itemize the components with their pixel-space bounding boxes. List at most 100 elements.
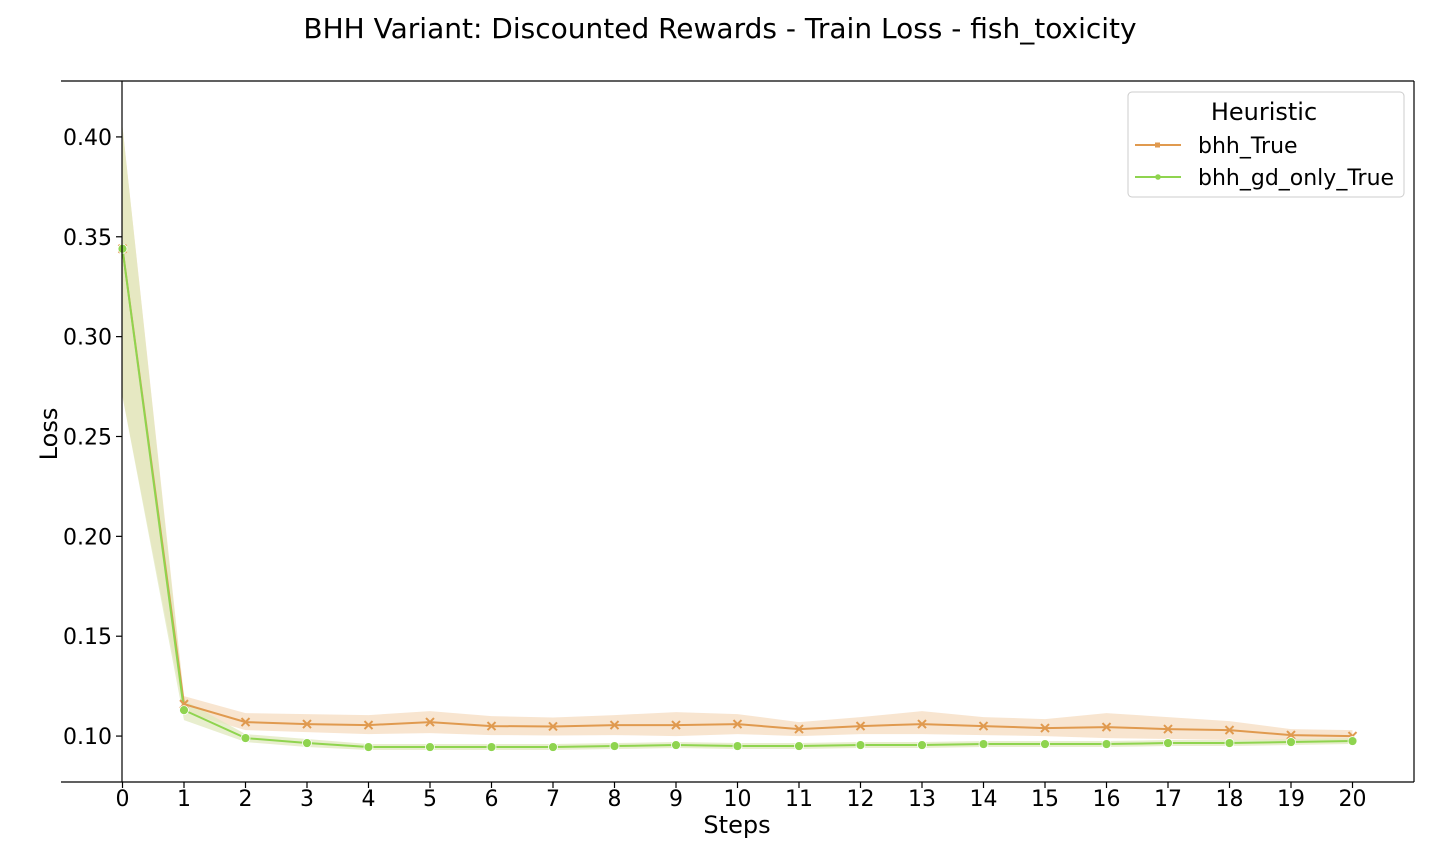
point-bhh-gd-only-true — [1163, 738, 1173, 748]
y-tick-label: 0.10 — [63, 725, 112, 750]
point-stroke — [1224, 725, 1235, 735]
point-bhh-gd-only-true — [1286, 737, 1296, 747]
point-stroke — [363, 720, 374, 730]
point-bhh-true — [978, 721, 989, 731]
x-tick-label: 11 — [785, 787, 813, 812]
point-bhh-gd-only-true — [917, 740, 927, 750]
point-bhh-true — [1101, 722, 1112, 732]
legend: Heuristic bhh_True bhh_gd_only_True — [1127, 91, 1405, 198]
point-stroke — [1286, 730, 1296, 740]
point-stroke — [855, 721, 866, 731]
point-stroke — [609, 720, 620, 730]
band-bhh-true — [122, 126, 1353, 743]
point-bhh-true — [425, 717, 435, 727]
point-bhh-true — [609, 720, 620, 730]
legend-label-bhh-gd-only-true: bhh_gd_only_True — [1198, 166, 1394, 191]
point-bhh-gd-only-true — [609, 741, 620, 751]
point-bhh-true — [794, 724, 804, 734]
point-stroke — [240, 717, 251, 727]
x-tick-label: 20 — [1339, 787, 1367, 812]
x-tick-label: 15 — [1031, 787, 1059, 812]
point-bhh-gd-only-true — [1101, 739, 1112, 749]
legend-items: bhh_True bhh_gd_only_True — [1135, 134, 1394, 191]
x-tick-label: 16 — [1093, 787, 1121, 812]
x-tick-label: 13 — [908, 787, 936, 812]
legend-label-bhh-true: bhh_True — [1198, 134, 1298, 159]
point-bhh-gd-only-true — [671, 740, 681, 750]
y-tick-label: 0.40 — [63, 126, 112, 151]
point-stroke — [794, 724, 804, 734]
point-bhh-gd-only-true — [302, 738, 312, 748]
point-bhh-gd-only-true — [1224, 738, 1235, 748]
x-tick-label: 1 — [177, 787, 191, 812]
point-stroke — [671, 720, 681, 730]
point-bhh-true — [671, 720, 681, 730]
point-bhh-gd-only-true — [363, 742, 374, 752]
x-tick-label: 4 — [362, 787, 376, 812]
x-tick-label: 17 — [1154, 787, 1182, 812]
point-stroke — [486, 721, 497, 731]
point-bhh-gd-only-true — [548, 742, 558, 752]
x-tick-label: 0 — [116, 787, 130, 812]
series-lines — [121, 248, 1353, 749]
point-bhh-gd-only-true — [486, 742, 497, 752]
point-bhh-true — [1224, 725, 1235, 735]
x-tick-label: 2 — [239, 787, 253, 812]
x-tick-label: 18 — [1216, 787, 1244, 812]
legend-marker-bhh-true — [1155, 142, 1160, 148]
point-bhh-true — [1286, 730, 1296, 740]
line-bhh-true — [121, 248, 1353, 738]
point-stroke — [548, 721, 558, 732]
point-stroke — [917, 719, 927, 729]
point-bhh-true — [240, 717, 251, 727]
x-tick-label: 12 — [847, 787, 875, 812]
point-bhh-gd-only-true — [1040, 739, 1050, 749]
chart-title: BHH Variant: Discounted Rewards - Train … — [303, 12, 1136, 45]
point-bhh-gd-only-true — [179, 705, 189, 716]
y-tick-label: 0.15 — [63, 625, 112, 650]
point-bhh-gd-only-true — [1347, 736, 1358, 746]
point-bhh-true — [917, 719, 927, 729]
point-stroke — [1101, 722, 1112, 732]
x-ticks: 0 1 2 3 4 5 6 7 8 9 10 11 12 13 14 15 16 17 18 19 20 — [116, 782, 1367, 812]
x-tick-label: 6 — [485, 787, 499, 812]
x-tick-label: 14 — [970, 787, 998, 812]
x-tick-label: 3 — [300, 787, 314, 812]
point-bhh-gd-only-true — [978, 739, 989, 749]
x-tick-label: 5 — [423, 787, 437, 812]
point-stroke — [1040, 723, 1050, 733]
point-stroke — [425, 717, 435, 727]
point-bhh-true — [732, 719, 743, 729]
line-bhh-gd-only-true — [121, 248, 1353, 749]
x-tick-label: 19 — [1277, 787, 1305, 812]
legend-title: Heuristic — [1211, 98, 1317, 126]
x-tick-label: 10 — [724, 787, 752, 812]
y-tick-label: 0.35 — [63, 226, 112, 251]
point-bhh-true — [486, 721, 497, 731]
y-axis-label: Loss — [35, 408, 63, 461]
x-tick-label: 9 — [669, 787, 683, 812]
point-bhh-gd-only-true — [732, 741, 743, 751]
y-ticks: 0.10 0.15 0.20 0.25 0.30 0.35 0.40 — [63, 126, 122, 750]
series-markers — [117, 243, 1358, 752]
point-bhh-true — [302, 719, 312, 729]
legend-marker-bhh-gd-only-true — [1155, 174, 1161, 180]
x-tick-label: 7 — [546, 787, 560, 812]
confidence-bands — [122, 126, 1353, 751]
point-stroke — [1163, 724, 1173, 734]
point-bhh-true — [855, 721, 866, 731]
point-stroke — [302, 719, 312, 729]
point-stroke — [732, 719, 743, 729]
point-bhh-gd-only-true — [425, 742, 435, 752]
point-stroke — [978, 721, 989, 731]
point-bhh-true — [548, 721, 558, 732]
y-tick-label: 0.25 — [63, 425, 112, 450]
point-bhh-gd-only-true — [794, 741, 804, 751]
point-bhh-true — [1040, 723, 1050, 733]
y-tick-label: 0.20 — [63, 525, 112, 550]
point-bhh-true — [363, 720, 374, 730]
point-bhh-gd-only-true — [240, 733, 251, 743]
x-tick-label: 8 — [608, 787, 622, 812]
